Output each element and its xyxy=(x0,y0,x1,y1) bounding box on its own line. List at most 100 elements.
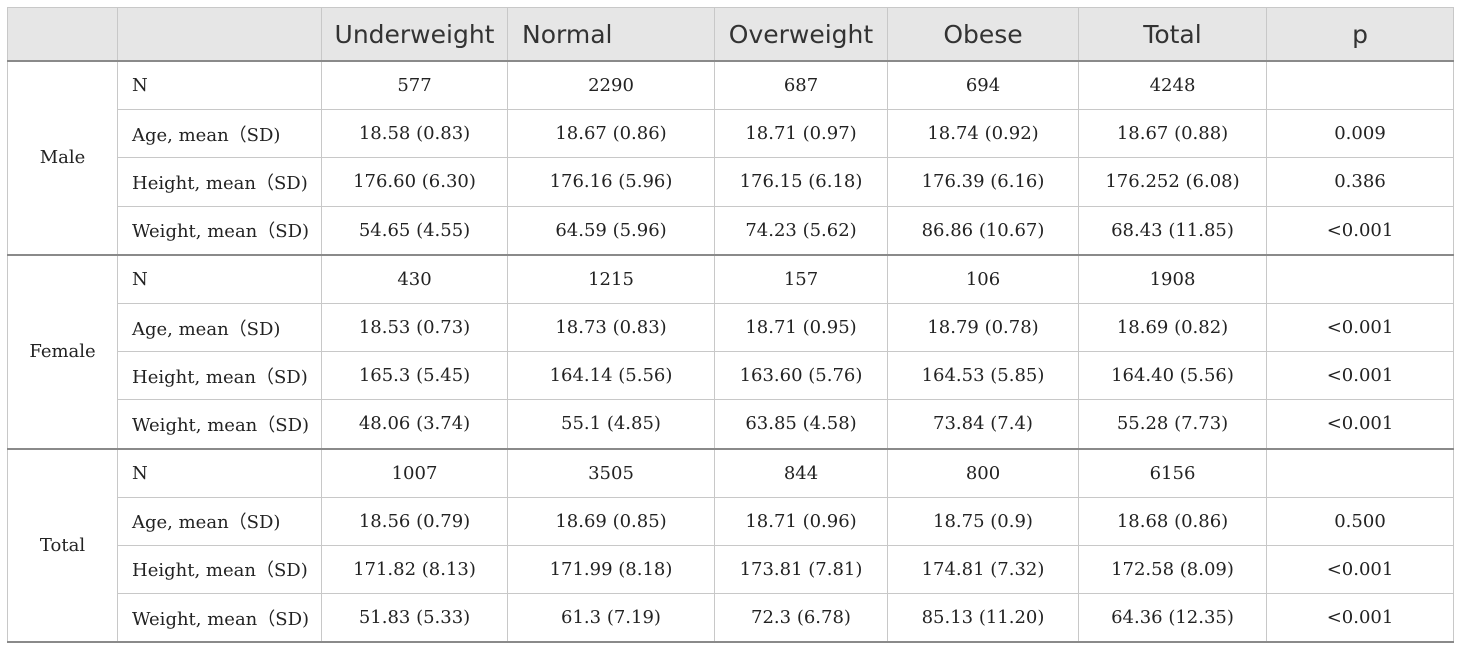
table-cell: 55.28 (7.73) xyxy=(1078,399,1267,449)
table-cell: 171.82 (8.13) xyxy=(321,544,508,595)
header-group-col xyxy=(7,7,118,62)
row-label: Age, mean（SD) xyxy=(117,496,322,546)
row-label: Age, mean（SD) xyxy=(117,109,322,159)
table-cell: 173.81 (7.81) xyxy=(714,544,888,595)
table-cell: 4248 xyxy=(1078,60,1267,111)
table-row: Height, mean（SD) 176.60 (6.30) 176.16 (5.9… xyxy=(8,157,1454,207)
row-label: Height, mean（SD) xyxy=(117,544,322,595)
table-cell: 0.500 xyxy=(1266,496,1454,546)
table-row: Weight, mean（SD) 51.83 (5.33) 61.3 (7.19) 7… xyxy=(8,593,1454,643)
table-cell: 0.009 xyxy=(1266,109,1454,159)
table-cell: 1215 xyxy=(507,253,715,304)
table-cell: 61.3 (7.19) xyxy=(507,593,715,643)
table-cell: 85.13 (11.20) xyxy=(887,593,1079,643)
row-label: Weight, mean（SD) xyxy=(117,593,322,643)
table-cell: 18.58 (0.83) xyxy=(321,109,508,159)
table-cell: 86.86 (10.67) xyxy=(887,205,1079,256)
table-cell: 577 xyxy=(321,60,508,111)
table-cell: 18.71 (0.95) xyxy=(714,302,888,353)
table-cell: 18.56 (0.79) xyxy=(321,496,508,546)
row-label: Height, mean（SD) xyxy=(117,157,322,207)
table-cell: 64.36 (12.35) xyxy=(1078,593,1267,643)
table-row: Female N 430 1215 157 106 1908 xyxy=(7,253,1454,449)
table-container: Underweight Normal Overweight Obese Tota… xyxy=(7,7,1454,644)
table-cell: 18.71 (0.96) xyxy=(714,496,888,546)
header-total: Total xyxy=(1078,7,1267,62)
table-cell: 72.3 (6.78) xyxy=(714,593,888,643)
header-overweight: Overweight xyxy=(714,7,888,62)
table-cell: 18.69 (0.85) xyxy=(507,496,715,546)
table-cell: 74.23 (5.62) xyxy=(714,205,888,256)
table-cell: 0.386 xyxy=(1266,157,1454,207)
group-label: Male xyxy=(7,60,118,256)
table-row: Age, mean（SD) 18.56 (0.79) 18.69 (0.85) 18.… xyxy=(8,496,1454,546)
row-label: Height, mean（SD) xyxy=(117,351,322,401)
group-label: Female xyxy=(7,253,118,449)
header-normal: Normal xyxy=(507,7,715,62)
row-label: Age, mean（SD) xyxy=(117,302,322,353)
table-cell: 18.71 (0.97) xyxy=(714,109,888,159)
table-row: Age, mean（SD) 18.53 (0.73) 18.73 (0.83) 18.… xyxy=(8,302,1454,353)
table-cell: 164.40 (5.56) xyxy=(1078,351,1267,401)
table-cell: 1908 xyxy=(1078,253,1267,304)
bmi-characteristics-table: Underweight Normal Overweight Obese Tota… xyxy=(7,7,1454,644)
table-cell: 55.1 (4.85) xyxy=(507,399,715,449)
table-cell: 63.85 (4.58) xyxy=(714,399,888,449)
table-cell: 73.84 (7.4) xyxy=(887,399,1079,449)
table-cell: 18.53 (0.73) xyxy=(321,302,508,353)
table-cell: 18.68 (0.86) xyxy=(1078,496,1267,546)
header-obese: Obese xyxy=(887,7,1079,62)
table-cell: 430 xyxy=(321,253,508,304)
table-cell: 18.69 (0.82) xyxy=(1078,302,1267,353)
table-cell xyxy=(1266,60,1454,111)
table-cell: 694 xyxy=(887,60,1079,111)
table-cell: 176.16 (5.96) xyxy=(507,157,715,207)
table-cell: 64.59 (5.96) xyxy=(507,205,715,256)
table-cell: 18.73 (0.83) xyxy=(507,302,715,353)
table-row: Male N 577 2290 687 694 4248 xyxy=(7,60,1454,256)
header-variable-col xyxy=(117,7,322,62)
table-cell xyxy=(1266,253,1454,304)
table-cell: <0.001 xyxy=(1266,399,1454,449)
table-cell: 163.60 (5.76) xyxy=(714,351,888,401)
row-label: N xyxy=(117,253,322,304)
table-cell: 18.74 (0.92) xyxy=(887,109,1079,159)
table-cell: 106 xyxy=(887,253,1079,304)
table-cell: 51.83 (5.33) xyxy=(321,593,508,643)
row-label: N xyxy=(117,447,322,498)
table-cell: <0.001 xyxy=(1266,302,1454,353)
table-cell: 68.43 (11.85) xyxy=(1078,205,1267,256)
table-row: Height, mean（SD) 171.82 (8.13) 171.99 (8.1… xyxy=(8,544,1454,595)
table-cell: 176.15 (6.18) xyxy=(714,157,888,207)
table-cell: 48.06 (3.74) xyxy=(321,399,508,449)
table-cell: 54.65 (4.55) xyxy=(321,205,508,256)
table-cell: 157 xyxy=(714,253,888,304)
header-row: Underweight Normal Overweight Obese Tota… xyxy=(7,7,1454,62)
table-cell: 6156 xyxy=(1078,447,1267,498)
table-cell: <0.001 xyxy=(1266,205,1454,256)
table-cell: 172.58 (8.09) xyxy=(1078,544,1267,595)
table-cell: 844 xyxy=(714,447,888,498)
table-cell xyxy=(1266,447,1454,498)
table-cell: 18.75 (0.9) xyxy=(887,496,1079,546)
table-row: Weight, mean（SD) 54.65 (4.55) 64.59 (5.96)… xyxy=(8,205,1454,256)
table-cell: 164.53 (5.85) xyxy=(887,351,1079,401)
table-row: Total N 1007 3505 844 800 6156 xyxy=(7,447,1454,643)
row-label: Weight, mean（SD) xyxy=(117,205,322,256)
table-row: Height, mean（SD) 165.3 (5.45) 164.14 (5.56… xyxy=(8,351,1454,401)
table-body: Male N 577 2290 687 694 4248 Age, mean（SD) 18.58… xyxy=(7,60,1454,643)
table-cell: 176.60 (6.30) xyxy=(321,157,508,207)
table-cell: 18.67 (0.88) xyxy=(1078,109,1267,159)
table-cell: 171.99 (8.18) xyxy=(507,544,715,595)
table-cell: 176.252 (6.08) xyxy=(1078,157,1267,207)
table-cell: 3505 xyxy=(507,447,715,498)
table-cell: 176.39 (6.16) xyxy=(887,157,1079,207)
table-row: Weight, mean（SD) 48.06 (3.74) 55.1 (4.85) 6… xyxy=(8,399,1454,449)
table-cell: <0.001 xyxy=(1266,593,1454,643)
table-row: Age, mean（SD) 18.58 (0.83) 18.67 (0.86) 18.… xyxy=(8,109,1454,159)
table-cell: 687 xyxy=(714,60,888,111)
header-p: p xyxy=(1266,7,1454,62)
table-cell: 1007 xyxy=(321,447,508,498)
header-underweight: Underweight xyxy=(321,7,508,62)
group-label: Total xyxy=(7,447,118,643)
